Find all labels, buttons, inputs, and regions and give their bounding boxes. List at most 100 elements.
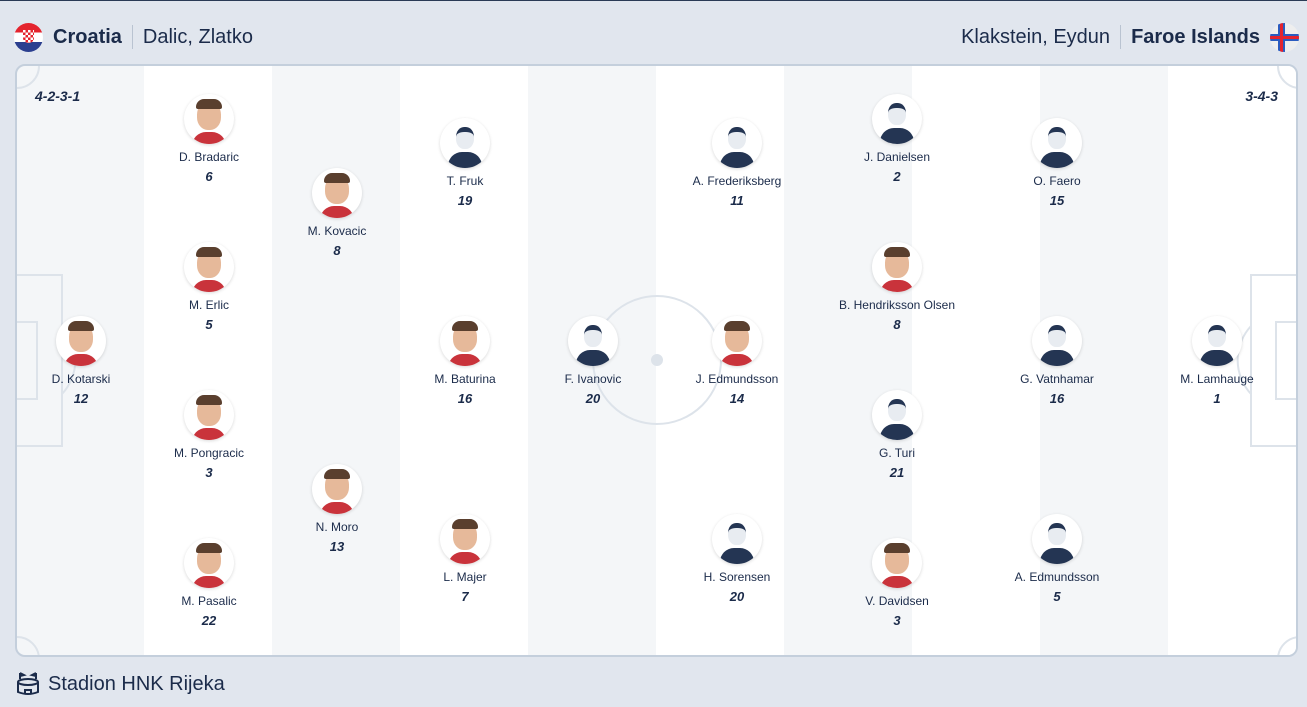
player-name: D. Bradaric bbox=[178, 150, 240, 164]
away-team-header: Klakstein, Eydun Faroe Islands bbox=[961, 21, 1299, 53]
player-photo bbox=[872, 242, 922, 292]
player-number: 1 bbox=[1213, 391, 1221, 406]
player-photo bbox=[184, 242, 234, 292]
player-placeholder-icon bbox=[1032, 118, 1082, 168]
player-home[interactable]: N. Moro 13 bbox=[257, 464, 417, 554]
away-formation: 3-4-3 bbox=[1245, 88, 1278, 104]
player-number: 15 bbox=[1049, 193, 1065, 208]
player-number: 19 bbox=[457, 193, 473, 208]
divider bbox=[1120, 25, 1122, 49]
player-placeholder-icon bbox=[872, 390, 922, 440]
player-placeholder-icon bbox=[440, 118, 490, 168]
player-name: M. Kovacic bbox=[307, 224, 367, 238]
player-away[interactable]: A. Frederiksberg 11 bbox=[657, 118, 817, 208]
player-away[interactable]: O. Faero 15 bbox=[977, 118, 1137, 208]
player-name: J. Danielsen bbox=[863, 150, 931, 164]
player-name: M. Erlic bbox=[189, 298, 229, 312]
player-number: 13 bbox=[329, 539, 345, 554]
away-team-name[interactable]: Faroe Islands bbox=[1131, 25, 1260, 48]
player-number: 16 bbox=[457, 391, 473, 406]
player-placeholder-icon bbox=[1192, 316, 1242, 366]
player-name: A. Frederiksberg bbox=[692, 174, 782, 188]
player-away[interactable]: V. Davidsen 3 bbox=[817, 538, 977, 628]
player-number: 8 bbox=[893, 317, 901, 332]
player-number: 20 bbox=[729, 589, 745, 604]
player-placeholder-icon bbox=[1032, 316, 1082, 366]
player-home[interactable]: M. Kovacic 8 bbox=[257, 168, 417, 258]
player-home[interactable]: L. Majer 7 bbox=[385, 514, 545, 604]
player-number: 16 bbox=[1049, 391, 1065, 406]
home-team-name[interactable]: Croatia bbox=[53, 25, 122, 48]
player-photo bbox=[56, 316, 106, 366]
player-photo bbox=[184, 390, 234, 440]
pitch: 4-2-3-1 3-4-3 D. Kotarski 12 D. Bradaric 6 M… bbox=[15, 64, 1298, 657]
player-number: 12 bbox=[73, 391, 89, 406]
player-home[interactable]: M. Erlic 5 bbox=[129, 242, 289, 332]
player-away[interactable]: G. Turi 21 bbox=[817, 390, 977, 480]
player-away[interactable]: A. Edmundsson 5 bbox=[977, 514, 1137, 604]
player-placeholder-icon bbox=[1032, 514, 1082, 564]
player-home[interactable]: D. Bradaric 6 bbox=[129, 94, 289, 184]
player-placeholder-icon bbox=[712, 118, 762, 168]
player-away[interactable]: J. Danielsen 2 bbox=[817, 94, 977, 184]
player-number: 5 bbox=[1053, 589, 1061, 604]
home-coach: Dalic, Zlatko bbox=[142, 25, 253, 48]
player-name: T. Fruk bbox=[446, 174, 484, 188]
player-name: G. Vatnhamar bbox=[1020, 372, 1094, 386]
player-name: H. Sorensen bbox=[703, 570, 771, 584]
player-number: 7 bbox=[461, 589, 469, 604]
player-number: 6 bbox=[205, 169, 213, 184]
venue-name: Stadion HNK Rijeka bbox=[48, 672, 225, 695]
player-home[interactable]: M. Pongracic 3 bbox=[129, 390, 289, 480]
player-placeholder-icon bbox=[712, 514, 762, 564]
player-number: 21 bbox=[889, 465, 905, 480]
player-home[interactable]: F. Ivanovic 20 bbox=[513, 316, 673, 406]
player-number: 11 bbox=[730, 193, 744, 208]
pitch-markings bbox=[17, 66, 1296, 655]
player-name: L. Majer bbox=[443, 570, 487, 584]
player-photo bbox=[872, 538, 922, 588]
player-name: F. Ivanovic bbox=[564, 372, 622, 386]
croatia-flag-icon bbox=[14, 22, 43, 52]
player-name: O. Faero bbox=[1033, 174, 1081, 188]
player-name: N. Moro bbox=[315, 520, 359, 534]
player-number: 8 bbox=[333, 243, 341, 258]
home-formation: 4-2-3-1 bbox=[35, 88, 81, 104]
player-number: 2 bbox=[893, 169, 901, 184]
player-name: V. Davidsen bbox=[865, 594, 929, 608]
player-name: B. Hendriksson Olsen bbox=[838, 298, 956, 312]
player-name: M. Pasalic bbox=[181, 594, 237, 608]
player-number: 5 bbox=[205, 317, 213, 332]
player-number: 3 bbox=[205, 465, 213, 480]
player-number: 3 bbox=[893, 613, 901, 628]
player-home[interactable]: T. Fruk 19 bbox=[385, 118, 545, 208]
player-number: 14 bbox=[729, 391, 745, 406]
player-photo bbox=[440, 316, 490, 366]
player-photo bbox=[312, 464, 362, 514]
player-name: M. Baturina bbox=[434, 372, 496, 386]
player-away[interactable]: M. Lamhauge 1 bbox=[1137, 316, 1296, 406]
player-photo bbox=[312, 168, 362, 218]
player-home[interactable]: D. Kotarski 12 bbox=[17, 316, 161, 406]
player-photo bbox=[440, 514, 490, 564]
divider bbox=[131, 25, 133, 49]
player-away[interactable]: G. Vatnhamar 16 bbox=[977, 316, 1137, 406]
player-away[interactable]: H. Sorensen 20 bbox=[657, 514, 817, 604]
player-away[interactable]: B. Hendriksson Olsen 8 bbox=[817, 242, 977, 332]
player-away[interactable]: J. Edmundsson 14 bbox=[657, 316, 817, 406]
player-name: J. Edmundsson bbox=[695, 372, 779, 386]
player-photo bbox=[184, 94, 234, 144]
faroe-islands-flag-icon bbox=[1270, 22, 1299, 52]
player-name: G. Turi bbox=[878, 446, 915, 460]
player-home[interactable]: M. Baturina 16 bbox=[385, 316, 545, 406]
player-home[interactable]: M. Pasalic 22 bbox=[129, 538, 289, 628]
player-placeholder-icon bbox=[568, 316, 618, 366]
player-name: M. Lamhauge bbox=[1180, 372, 1254, 386]
home-team-header: Croatia Dalic, Zlatko bbox=[14, 21, 253, 53]
player-placeholder-icon bbox=[872, 94, 922, 144]
player-photo bbox=[712, 316, 762, 366]
venue: Stadion HNK Rijeka bbox=[16, 671, 225, 697]
player-name: A. Edmundsson bbox=[1014, 570, 1100, 584]
stadium-icon bbox=[17, 672, 39, 695]
player-photo bbox=[184, 538, 234, 588]
